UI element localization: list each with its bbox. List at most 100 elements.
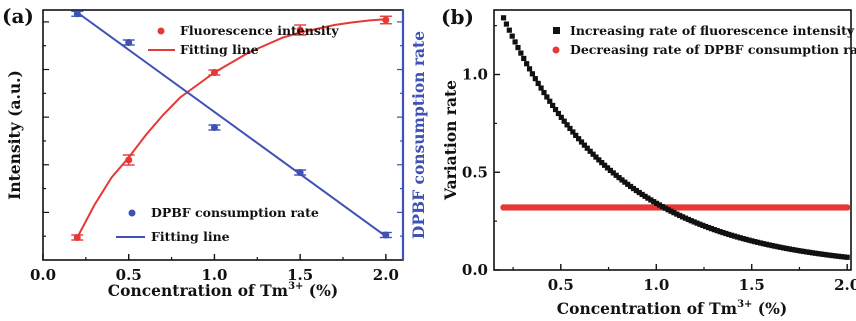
point-increasing-rate	[570, 129, 576, 135]
point-increasing-rate	[752, 239, 758, 245]
point-increasing-rate	[550, 102, 556, 109]
point-increasing-rate	[789, 246, 795, 253]
panel-a-ticks: 0.0 0.5 1.0 1.5 2.0	[30, 21, 403, 284]
point-increasing-rate	[532, 76, 538, 82]
point-increasing-rate	[552, 106, 559, 113]
panel-b-label: (b)	[441, 5, 474, 29]
legend-increasing-marker	[553, 27, 560, 34]
panel-b-ytick-label: 0.5	[462, 163, 488, 181]
legend-fluorescence-label: Fluorescence intensity	[180, 23, 339, 38]
point-increasing-rate	[720, 229, 726, 236]
point-increasing-rate	[558, 114, 564, 120]
legend-decreasing-marker	[552, 46, 560, 54]
point-increasing-rate	[755, 239, 761, 245]
point-increasing-rate	[711, 227, 717, 233]
point-increasing-rate	[567, 125, 573, 132]
point-dpbf-consumption-rate-blue	[382, 231, 390, 239]
point-increasing-rate	[659, 204, 665, 210]
panel-a-label: (a)	[2, 4, 34, 28]
point-increasing-rate	[708, 226, 715, 232]
panel-b-plot-frame	[493, 9, 852, 271]
point-increasing-rate	[590, 151, 596, 157]
point-increasing-rate	[607, 167, 613, 174]
panel-b-ylabel: Variation rate	[441, 80, 460, 201]
legend-blue-fit-label: Fitting line	[151, 229, 230, 244]
series-fitting-line-blue	[76, 11, 387, 238]
point-increasing-rate	[769, 242, 775, 249]
point-increasing-rate	[700, 222, 706, 229]
point-increasing-rate	[573, 132, 579, 138]
panel-b-xlabel-sup: 3+	[737, 299, 752, 310]
point-increasing-rate	[786, 246, 793, 252]
point-increasing-rate	[838, 254, 845, 260]
point-increasing-rate	[694, 220, 700, 226]
point-dpbf-consumption-rate-blue	[210, 124, 218, 131]
panel-a: (a) 0.0 0.5 1.0 1.5 2.0 Concentration of Tm3…	[2, 4, 428, 300]
panel-b-xtick-label: 2.0	[834, 276, 856, 294]
point-increasing-rate	[677, 212, 683, 219]
legend-increasing-label: Increasing rate of fluorescence intensit…	[570, 23, 855, 38]
point-increasing-rate	[824, 252, 830, 258]
point-increasing-rate	[723, 230, 729, 237]
panel-a-legend-bottom: DPBF consumption rate Fitting line	[116, 205, 319, 244]
point-increasing-rate	[584, 145, 590, 151]
panel-a-xtick-label: 0.0	[30, 266, 56, 284]
point-increasing-rate	[642, 193, 648, 199]
point-increasing-rate	[578, 139, 585, 145]
point-increasing-rate	[616, 175, 622, 181]
legend-fluorescence-marker	[157, 27, 165, 35]
panel-a-marks	[71, 10, 392, 241]
point-increasing-rate	[503, 21, 510, 27]
panel-b-marks	[500, 15, 851, 260]
point-increasing-rate	[844, 254, 850, 260]
panel-b-ticks: 0.5 1.0 1.5 2.0 0.0 0.5 1.0	[462, 25, 856, 294]
point-increasing-rate	[821, 251, 827, 258]
panel-a-xlabel: Concentration of Tm3+ (%)	[108, 281, 338, 300]
point-increasing-rate	[555, 110, 562, 117]
point-increasing-rate	[547, 98, 553, 104]
panel-a-legend-top: Fluorescence intensity Fitting line	[148, 23, 339, 57]
point-increasing-rate	[766, 242, 772, 248]
point-increasing-rate	[625, 181, 631, 187]
point-increasing-rate	[645, 195, 651, 201]
panel-a-xtick-label: 1.5	[287, 266, 313, 284]
point-dpbf-consumption-rate-blue	[73, 10, 81, 18]
point-increasing-rate	[775, 244, 781, 250]
point-increasing-rate	[639, 191, 645, 198]
point-increasing-rate	[743, 236, 749, 243]
panel-b-xtick-label: 1.5	[739, 276, 765, 294]
point-increasing-rate	[633, 187, 639, 194]
panel-b-ytick-label: 1.0	[462, 66, 488, 84]
point-increasing-rate	[685, 216, 691, 223]
panel-b-xlabel: Concentration of Tm3+ (%)	[557, 299, 787, 318]
point-increasing-rate	[593, 154, 599, 160]
point-increasing-rate	[610, 170, 616, 176]
point-increasing-rate	[697, 221, 703, 227]
panel-a-xlabel-sup: 3+	[288, 281, 303, 292]
point-increasing-rate	[604, 165, 611, 171]
point-increasing-rate	[529, 71, 536, 77]
point-increasing-rate	[512, 39, 518, 45]
point-increasing-rate	[781, 245, 787, 251]
point-increasing-rate	[757, 240, 764, 246]
point-increasing-rate	[587, 148, 593, 154]
point-increasing-rate	[760, 241, 767, 247]
panel-a-ylabel: Intensity (a.u.)	[5, 70, 24, 200]
legend-decreasing-label: Decreasing rate of DPBF consumption rate	[570, 42, 856, 57]
point-increasing-rate	[674, 211, 680, 217]
panel-a-xtick-label: 2.0	[373, 266, 399, 284]
point-increasing-rate	[599, 160, 605, 166]
point-increasing-rate	[518, 50, 524, 56]
point-increasing-rate	[656, 202, 663, 208]
point-increasing-rate	[792, 247, 798, 253]
point-increasing-rate	[524, 61, 530, 67]
point-increasing-rate	[726, 231, 732, 238]
point-increasing-rate	[682, 215, 689, 221]
panel-b-xtick-label: 0.5	[548, 276, 574, 294]
point-increasing-rate	[749, 238, 755, 244]
point-increasing-rate	[665, 207, 671, 213]
point-increasing-rate	[521, 55, 527, 62]
point-increasing-rate	[835, 253, 842, 259]
point-increasing-rate	[827, 252, 833, 258]
point-increasing-rate	[544, 94, 550, 100]
